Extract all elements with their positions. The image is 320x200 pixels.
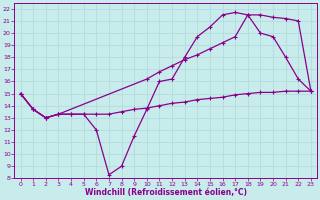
X-axis label: Windchill (Refroidissement éolien,°C): Windchill (Refroidissement éolien,°C) — [85, 188, 247, 197]
